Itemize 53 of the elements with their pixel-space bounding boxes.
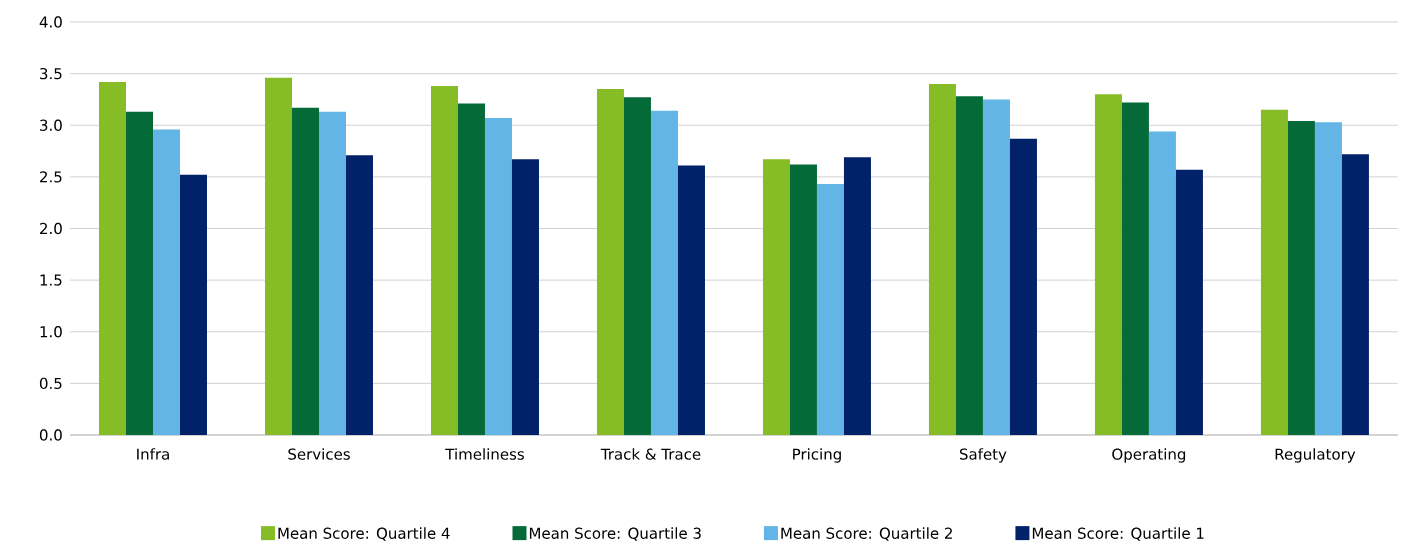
x-tick-label: Timeliness [445, 448, 524, 460]
y-tick-label: 3.0 [40, 119, 62, 131]
x-tick-label: Services [288, 448, 350, 460]
bar [982, 99, 1010, 435]
y-tick-label: 0.5 [39, 377, 62, 390]
x-tick-label: Infra [137, 448, 169, 460]
bar [457, 103, 485, 435]
bar [99, 81, 126, 435]
bar [126, 111, 153, 435]
bar [789, 164, 817, 435]
bar [650, 110, 678, 435]
y-tick-label: 1.5 [40, 274, 62, 286]
bar [318, 111, 346, 435]
bar [1260, 109, 1288, 435]
bar [484, 118, 512, 435]
bar [623, 97, 651, 435]
bar [596, 89, 624, 435]
x-tick-label: Track & Trace [600, 448, 701, 460]
bar [1148, 131, 1176, 435]
y-tick-label: 0.0 [39, 429, 62, 441]
y-tick-label: 2.0 [40, 222, 62, 235]
legend-label: Mean Score: Quartile 2 [781, 527, 952, 541]
bar [180, 174, 207, 435]
x-tick-label: Operating [1112, 448, 1186, 463]
legend-label: Mean Score: Quartile 3 [529, 527, 701, 541]
y-tick-label: 1.0 [40, 326, 62, 338]
bar [1121, 102, 1149, 435]
bar [677, 165, 705, 435]
bar [1287, 121, 1315, 435]
bar [345, 155, 373, 435]
bar [511, 159, 539, 435]
legend-label: Mean Score: Quartile 4 [278, 527, 450, 541]
y-tick-label: 2.5 [40, 171, 62, 183]
bar [762, 159, 790, 435]
legend-label: Mean Score: Quartile 1 [1032, 527, 1204, 541]
bar [1094, 94, 1122, 435]
y-tick-label: 4.0 [39, 16, 62, 28]
y-tick-label: 3.5 [40, 67, 62, 80]
bar [1009, 138, 1037, 435]
bar [955, 96, 983, 435]
bar [1175, 169, 1203, 435]
bar [153, 129, 180, 435]
bar [928, 83, 956, 435]
x-tick-label: Pricing [793, 448, 841, 463]
bar [1314, 122, 1342, 435]
x-tick-label: Safety [959, 448, 1007, 463]
bar [843, 157, 871, 435]
bar [816, 184, 844, 435]
bar [264, 77, 292, 435]
x-tick-label: Regulatory [1275, 448, 1356, 463]
bar [430, 86, 458, 435]
bar [291, 107, 319, 435]
bar [1341, 154, 1369, 435]
